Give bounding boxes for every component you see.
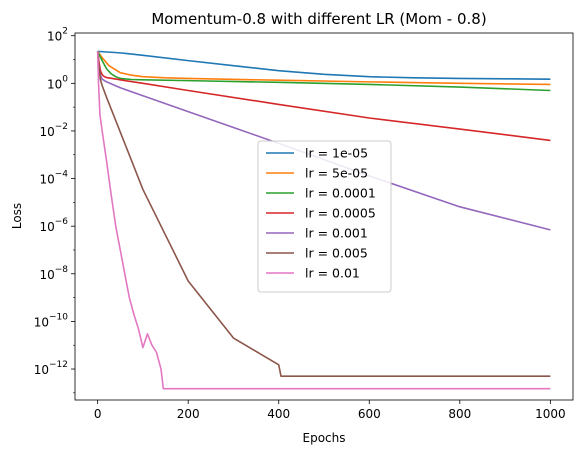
legend-label: lr = 1e-05 xyxy=(305,146,368,161)
series-line-1 xyxy=(96,50,551,86)
y-tick-label: 102 xyxy=(47,27,68,44)
legend-label: lr = 0.01 xyxy=(305,266,360,281)
y-tick-label: 10−6 xyxy=(39,217,68,234)
series-line-6 xyxy=(96,51,551,390)
y-tick-label: 10−2 xyxy=(39,122,68,139)
legend-label: lr = 0.0005 xyxy=(305,206,376,221)
legend: lr = 1e-05 lr = 5e-05 lr = 0.0001 lr = 0.00… xyxy=(257,140,392,293)
series-line-2 xyxy=(96,51,551,92)
x-tick-label: 1000 xyxy=(535,407,566,421)
legend-label: lr = 0.001 xyxy=(305,226,368,241)
y-tick-label: 100 xyxy=(47,74,68,91)
plot-frame xyxy=(74,32,574,401)
y-axis: 10−12 10−10 10−8 10−6 10−4 10−2 100 102 xyxy=(34,27,75,394)
y-axis-title: Loss xyxy=(10,203,24,229)
x-tick-label: 600 xyxy=(358,407,381,421)
y-tick-label: 10−4 xyxy=(39,170,68,187)
y-tick-label: 10−8 xyxy=(39,265,68,282)
x-axis: 0 200 400 600 800 1000 xyxy=(94,400,566,421)
x-axis-title: Epochs xyxy=(303,431,346,445)
legend-box xyxy=(257,140,392,293)
y-tick-label: 10−10 xyxy=(34,312,69,329)
series-line-0 xyxy=(97,50,551,80)
chart-title: Momentum-0.8 with different LR (Mom - 0.… xyxy=(151,10,486,28)
y-tick-label: 10−12 xyxy=(34,360,68,377)
x-tick-label: 200 xyxy=(177,407,200,421)
x-tick-label: 0 xyxy=(94,407,102,421)
series-line-5 xyxy=(96,51,551,377)
legend-label: lr = 0.0001 xyxy=(305,186,376,201)
x-tick-label: 800 xyxy=(448,407,471,421)
x-tick-label: 400 xyxy=(267,407,290,421)
legend-label: lr = 5e-05 xyxy=(305,166,368,181)
series-line-3 xyxy=(96,51,551,142)
legend-label: lr = 0.005 xyxy=(305,246,368,261)
